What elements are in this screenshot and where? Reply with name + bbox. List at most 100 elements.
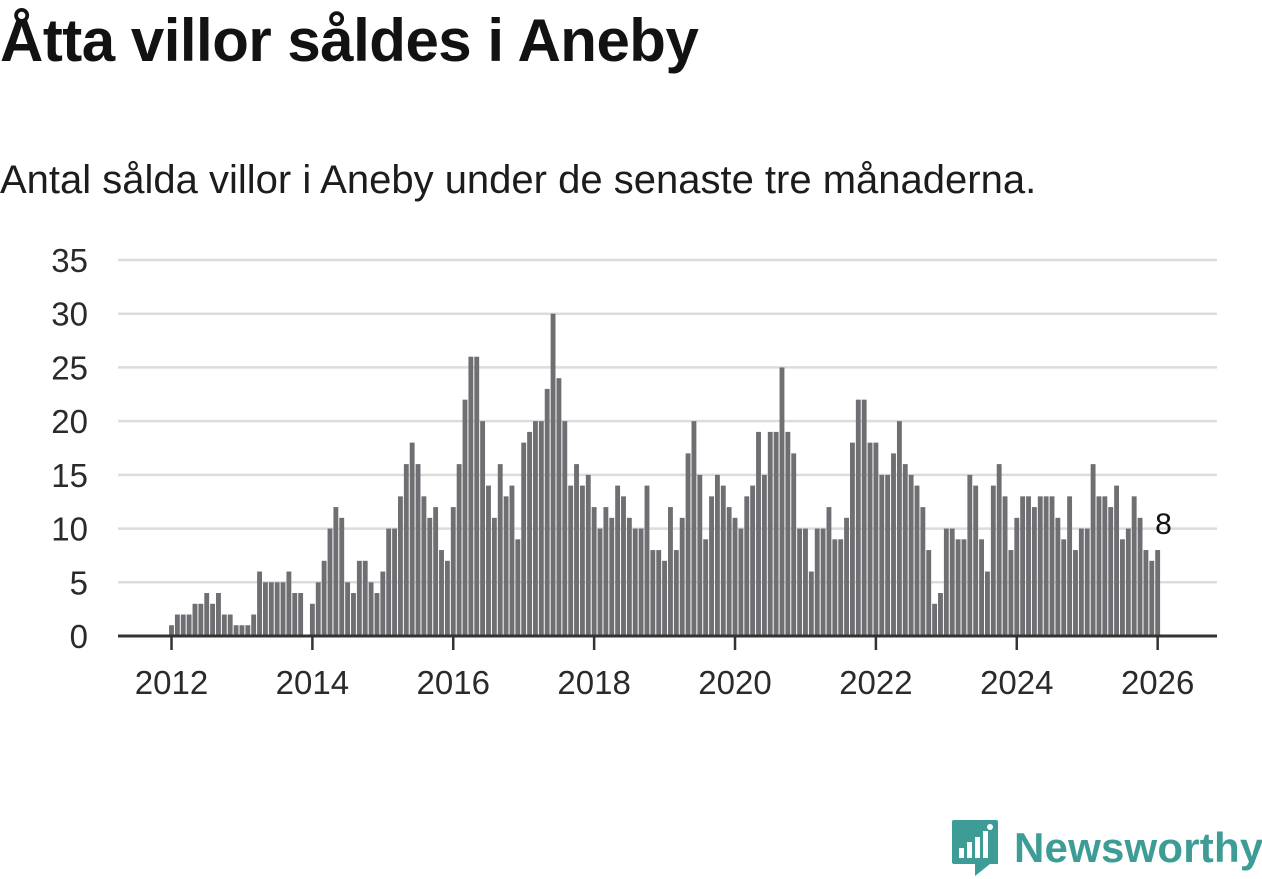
bar <box>609 517 615 636</box>
bar <box>626 517 632 636</box>
bar <box>1090 464 1096 636</box>
bar <box>568 485 574 636</box>
bar <box>444 560 450 636</box>
bar <box>362 560 368 636</box>
bar <box>1137 517 1143 636</box>
bar <box>1125 528 1131 636</box>
bar <box>251 614 257 636</box>
y-tick-label: 25 <box>51 349 88 386</box>
bar <box>750 485 756 636</box>
bar <box>527 431 532 636</box>
bar <box>943 528 949 636</box>
bar <box>697 474 703 636</box>
y-tick-label: 30 <box>51 296 88 333</box>
bar <box>262 582 268 636</box>
bar <box>779 367 785 636</box>
bar <box>744 496 750 636</box>
bar <box>644 485 650 636</box>
x-tick-label: 2022 <box>839 664 912 701</box>
bar <box>985 571 990 636</box>
bar <box>544 388 550 636</box>
bar <box>932 603 938 636</box>
bar <box>380 571 386 636</box>
bar <box>761 474 767 636</box>
bar <box>756 431 761 636</box>
bar <box>433 507 439 636</box>
bar <box>902 464 908 636</box>
bar <box>650 550 656 636</box>
bar <box>732 517 738 636</box>
chart-title: Åtta villor såldes i Aneby <box>0 7 699 74</box>
chart-subtitle: Antal sålda villor i Aneby under de sena… <box>0 158 1037 202</box>
bar <box>1002 496 1008 636</box>
bar <box>491 517 497 636</box>
bar <box>562 421 568 636</box>
bar <box>662 560 668 636</box>
bar <box>1155 550 1161 636</box>
bar <box>973 485 979 636</box>
bar <box>920 507 926 636</box>
bar <box>192 603 198 636</box>
bar <box>914 485 920 636</box>
bar <box>427 517 433 636</box>
bar <box>239 625 245 636</box>
x-tick-label: 2014 <box>276 664 349 701</box>
bar <box>785 431 791 636</box>
bar <box>1102 496 1108 636</box>
bar <box>1043 496 1049 636</box>
bar <box>497 464 503 636</box>
bar <box>1078 528 1084 636</box>
bar <box>233 625 239 636</box>
bar <box>638 528 644 636</box>
y-axis-ticks: 0 5 10 15 20 25 30 35 <box>51 242 88 655</box>
bar <box>720 485 726 636</box>
bar <box>955 539 961 636</box>
bar <box>415 464 421 636</box>
bar <box>1073 550 1078 636</box>
bar <box>245 625 251 636</box>
x-tick-label: 2024 <box>980 664 1053 701</box>
bar <box>533 421 538 636</box>
bar <box>286 571 292 636</box>
bar <box>292 593 298 636</box>
bar <box>861 399 867 636</box>
bar <box>280 582 286 636</box>
bar <box>456 464 462 636</box>
bar <box>1008 550 1014 636</box>
bar <box>621 496 626 636</box>
bar <box>838 539 844 636</box>
bar <box>967 474 973 636</box>
bar <box>726 507 732 636</box>
bar <box>1084 528 1090 636</box>
bar <box>515 539 521 636</box>
bar <box>309 603 315 636</box>
bar <box>403 464 409 636</box>
bar <box>597 528 603 636</box>
bar <box>714 474 720 636</box>
bar <box>773 431 779 636</box>
bar <box>867 442 873 636</box>
bar <box>585 474 591 636</box>
bar <box>1055 517 1061 636</box>
bar <box>351 593 356 636</box>
bar <box>1014 517 1020 636</box>
bar <box>1049 496 1055 636</box>
bar <box>691 421 697 636</box>
bar <box>591 507 597 636</box>
bar <box>891 453 896 636</box>
bar <box>738 528 744 636</box>
newsworthy-logo[interactable]: Newsworthy <box>950 818 1262 878</box>
bar <box>1037 496 1043 636</box>
bar <box>480 421 486 636</box>
bar <box>1120 539 1125 636</box>
bar <box>356 560 362 636</box>
bar <box>186 614 192 636</box>
bar <box>1026 496 1031 636</box>
bar <box>826 507 832 636</box>
bar <box>814 528 820 636</box>
x-tick-label: 2018 <box>557 664 630 701</box>
bar <box>169 625 174 636</box>
bar <box>180 614 186 636</box>
bar <box>832 539 838 636</box>
bar <box>409 442 415 636</box>
